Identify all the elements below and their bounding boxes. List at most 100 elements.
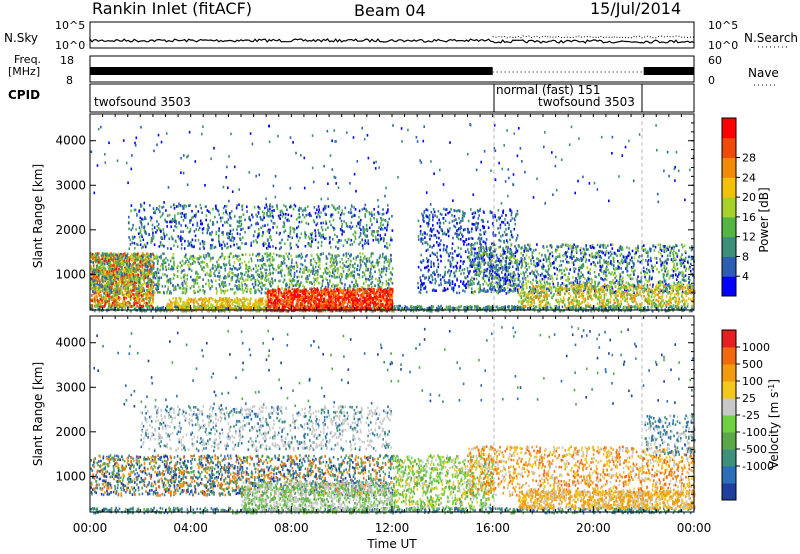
heatmap-cell xyxy=(117,281,119,285)
heatmap-cell xyxy=(139,216,142,220)
heatmap-cell xyxy=(118,281,120,285)
heatmap-cell xyxy=(150,309,152,313)
heatmap-cell xyxy=(337,247,339,250)
heatmap-cell xyxy=(217,258,220,261)
heatmap-cell xyxy=(344,206,347,210)
heatmap-cell xyxy=(370,282,372,285)
heatmap-cell xyxy=(108,258,110,262)
heatmap-cell xyxy=(456,306,458,310)
heatmap-cell xyxy=(259,259,261,262)
heatmap-cell xyxy=(339,280,342,283)
heatmap-cell xyxy=(239,257,242,261)
heatmap-cell xyxy=(118,291,121,294)
heatmap-cell xyxy=(256,253,259,256)
heatmap-cell xyxy=(127,270,129,274)
heatmap-cell xyxy=(364,233,366,237)
heatmap-cell xyxy=(261,281,263,285)
heatmap-cell xyxy=(268,273,270,276)
heatmap-cell xyxy=(95,289,98,293)
heatmap-cell xyxy=(370,255,372,258)
heatmap-cell xyxy=(329,265,332,269)
heatmap-cell xyxy=(247,260,250,264)
heatmap-cell xyxy=(252,234,255,237)
heatmap-cell xyxy=(149,253,152,256)
heatmap-cell xyxy=(149,282,151,286)
heatmap-cell xyxy=(215,230,218,234)
heatmap-cell xyxy=(280,246,282,249)
nave-label: Nave xyxy=(748,66,779,80)
heatmap-cell xyxy=(99,271,102,275)
heatmap-cell xyxy=(95,282,97,285)
heatmap-cell xyxy=(150,304,152,307)
heatmap-cell xyxy=(124,269,126,272)
heatmap-cell xyxy=(336,255,338,258)
heatmap-cell xyxy=(200,255,202,259)
heatmap-cell xyxy=(189,262,192,266)
heatmap-cell xyxy=(685,306,687,310)
heatmap-cell xyxy=(484,306,487,310)
heatmap-cell xyxy=(249,253,251,257)
heatmap-cell xyxy=(218,269,221,273)
heatmap-cell xyxy=(132,258,135,261)
heatmap-cell xyxy=(161,206,163,209)
heatmap-cell xyxy=(312,257,315,261)
heatmap-cell xyxy=(248,217,250,220)
heatmap-cell xyxy=(162,264,165,268)
heatmap-cell xyxy=(250,257,253,261)
heatmap-cell xyxy=(150,296,152,299)
heatmap-cell xyxy=(180,204,182,208)
heatmap-cell xyxy=(113,291,115,294)
heatmap-cell xyxy=(289,272,292,275)
heatmap-cell xyxy=(194,234,197,238)
heatmap-cell xyxy=(372,238,375,242)
heatmap-cell xyxy=(301,275,303,279)
heatmap-cell xyxy=(644,309,646,313)
heatmap-cell xyxy=(119,269,122,272)
heatmap-cell xyxy=(345,274,347,278)
heatmap-cell xyxy=(157,307,159,310)
heatmap-cell xyxy=(240,228,242,231)
heatmap-cell xyxy=(298,209,301,212)
heatmap-cell xyxy=(142,256,144,259)
heatmap-cell xyxy=(330,256,333,260)
heatmap-cell xyxy=(183,269,185,272)
heatmap-cell xyxy=(368,284,370,287)
heatmap-cell xyxy=(106,257,108,260)
heatmap-cell xyxy=(212,266,214,270)
heatmap-cell xyxy=(332,218,335,222)
heatmap-cell xyxy=(285,212,287,216)
heatmap-cell xyxy=(230,217,232,220)
heatmap-cell xyxy=(178,221,180,224)
heatmap-cell xyxy=(246,287,249,291)
heatmap-cell xyxy=(336,240,339,244)
heatmap-cell xyxy=(320,252,322,256)
heatmap-cell xyxy=(338,207,341,210)
heatmap-cell xyxy=(180,215,183,219)
heatmap-cell xyxy=(185,260,187,263)
heatmap-cell xyxy=(625,306,628,310)
heatmap-cell xyxy=(217,274,219,278)
heatmap-cell xyxy=(498,307,501,310)
heatmap-cell xyxy=(656,306,659,309)
heatmap-cell xyxy=(317,258,320,261)
heatmap-cell xyxy=(98,303,101,306)
heatmap-cell xyxy=(141,225,143,229)
heatmap-cell xyxy=(141,253,144,257)
heatmap-cell xyxy=(283,261,286,265)
heatmap-cell xyxy=(366,228,369,231)
heatmap-cell xyxy=(316,208,318,212)
heatmap-cell xyxy=(196,221,199,225)
heatmap-cell xyxy=(304,209,307,212)
heatmap-cell xyxy=(289,243,291,247)
heatmap-cell xyxy=(180,271,183,274)
heatmap-cell xyxy=(328,274,331,278)
heatmap-cell xyxy=(277,266,280,270)
heatmap-cell xyxy=(282,254,285,258)
heatmap-cell xyxy=(286,208,288,211)
heatmap-cell xyxy=(191,255,194,258)
heatmap-cell xyxy=(264,252,266,256)
heatmap-cell xyxy=(279,247,281,251)
heatmap-cell xyxy=(162,228,165,231)
heatmap-cell xyxy=(120,290,123,294)
heatmap-cell xyxy=(276,207,279,211)
